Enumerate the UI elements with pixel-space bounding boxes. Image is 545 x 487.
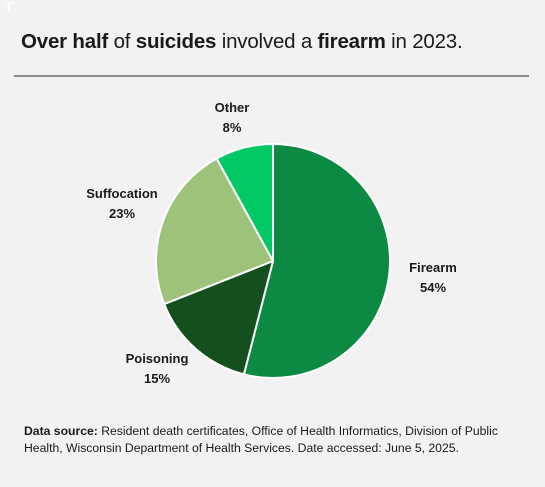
slice-value-other: 8% (223, 120, 242, 135)
slice-value-firearm: 54% (420, 280, 446, 295)
data-source-label: Data source: (24, 424, 98, 438)
pie-slice-firearm (242, 143, 392, 379)
slice-label-poisoning: Poisoning (126, 351, 189, 366)
title-part: firearm (317, 30, 386, 53)
pie-slice-other (215, 143, 274, 262)
slice-value-poisoning: 15% (144, 371, 170, 386)
chart-title: Over half of suicides involved a firearm… (21, 30, 463, 54)
slice-value-suffocation: 23% (109, 206, 135, 221)
slice-label-suffocation: Suffocation (86, 186, 158, 201)
pie-slice-poisoning (163, 260, 274, 376)
data-source-text: Resident death certificates, Office of H… (24, 424, 498, 455)
title-divider (14, 75, 529, 77)
slice-label-firearm: Firearm (409, 260, 457, 275)
title-part: involved a (216, 30, 318, 53)
slice-label-other: Other (215, 100, 250, 115)
pie-labels: Firearm 54% Poisoning 15% Suffocation 23% Othe… (86, 100, 457, 386)
pie-slices (155, 143, 392, 379)
pie-slice-suffocation (155, 157, 274, 306)
title-part: in 2023. (385, 30, 463, 53)
logo-mark: T (4, 0, 14, 15)
title-part: suicides (135, 30, 217, 53)
title-part: Over half (21, 30, 109, 53)
data-source-note: Data source: Resident death certificates… (24, 423, 529, 457)
title-part: of (108, 30, 136, 53)
